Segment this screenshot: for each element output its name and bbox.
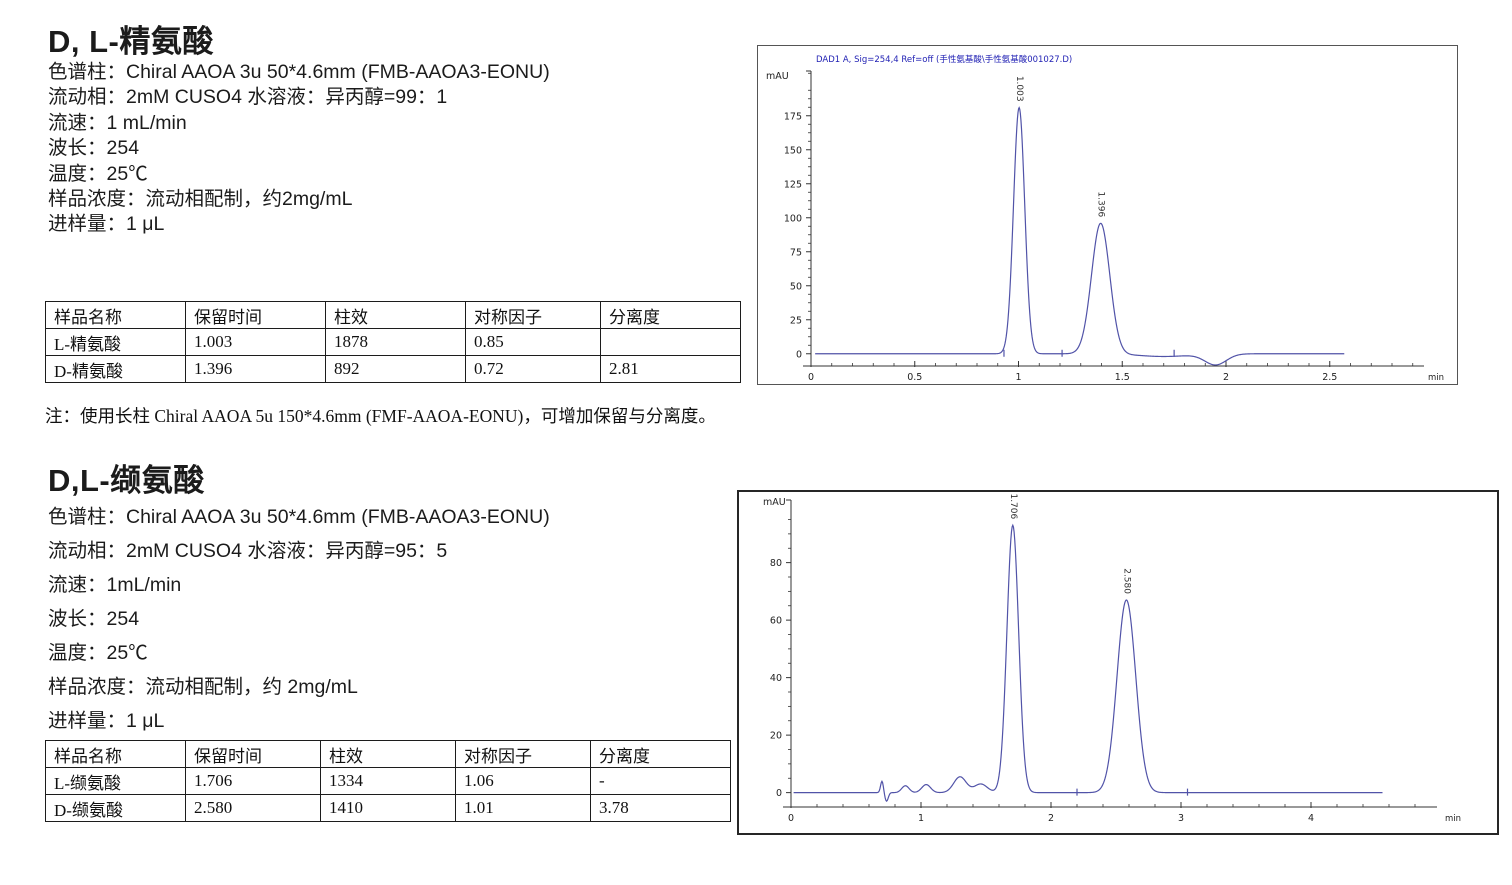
cell: D-缬氨酸 — [45, 794, 186, 822]
param-line: 流动相：2mM CUSO4 水溶液：异丙醇=95：5 — [48, 540, 448, 562]
chromatogram-valine: mAU 0 20 40 60 80 0 1 2 3 4 min 1.706 2.580 — [737, 490, 1499, 835]
svg-text:100: 100 — [784, 213, 802, 224]
table-row: L-缬氨酸 1.706 1334 1.06 - — [45, 767, 731, 795]
col-header: 样品名称 — [45, 301, 186, 329]
cell: 1.396 — [185, 355, 326, 383]
cell: 3.78 — [590, 794, 731, 822]
param-line: 进样量：1 μL — [48, 213, 165, 236]
param-line: 波长：254 — [48, 608, 140, 630]
svg-text:0: 0 — [796, 349, 802, 360]
svg-text:mAU: mAU — [763, 497, 786, 508]
svg-text:0: 0 — [788, 813, 794, 824]
svg-text:0: 0 — [776, 788, 782, 799]
col-header: 对称因子 — [465, 301, 601, 329]
param-line: 流速：1 mL/min — [48, 111, 187, 134]
param-line: 波长：254 — [48, 137, 140, 160]
table-row: D-精氨酸 1.396 892 0.72 2.81 — [45, 355, 741, 383]
svg-text:4: 4 — [1308, 813, 1314, 824]
svg-text:80: 80 — [770, 558, 782, 569]
svg-text:1.003: 1.003 — [1014, 76, 1024, 102]
svg-text:25: 25 — [790, 315, 802, 326]
cell: 2.580 — [185, 794, 321, 822]
svg-text:mAU: mAU — [766, 71, 789, 82]
cell: 892 — [325, 355, 466, 383]
cell: L-缬氨酸 — [45, 767, 186, 795]
svg-text:175: 175 — [784, 111, 802, 122]
chromatogram-arginine: DAD1 A, Sig=254,4 Ref=off (手性氨基酸\手性氨基酸00… — [757, 45, 1458, 385]
col-header: 对称因子 — [455, 740, 591, 768]
svg-text:2: 2 — [1048, 813, 1054, 824]
col-header: 分离度 — [590, 740, 731, 768]
col-header: 保留时间 — [185, 301, 326, 329]
cell: 1878 — [325, 328, 466, 356]
section1-title: D, L-精氨酸 — [48, 24, 214, 59]
svg-text:min: min — [1445, 814, 1461, 824]
svg-text:40: 40 — [770, 673, 782, 684]
svg-text:50: 50 — [790, 281, 802, 292]
svg-text:150: 150 — [784, 145, 802, 156]
svg-text:1.706: 1.706 — [1008, 493, 1018, 519]
param-line: 流速：1mL/min — [48, 574, 182, 596]
col-header: 保留时间 — [185, 740, 321, 768]
param-line: 进样量：1 μL — [48, 710, 165, 732]
svg-text:min: min — [1428, 373, 1444, 383]
section2-parameters: 色谱柱：Chiral AAOA 3u 50*4.6mm (FMB-AAOA3-E… — [48, 500, 550, 738]
svg-text:125: 125 — [784, 179, 802, 190]
cell: 0.72 — [465, 355, 601, 383]
cell: 1.003 — [185, 328, 326, 356]
svg-text:DAD1 A, Sig=254,4 Ref=off (手性氨: DAD1 A, Sig=254,4 Ref=off (手性氨基酸\手性氨基酸00… — [816, 54, 1072, 65]
cell: 0.85 — [465, 328, 601, 356]
svg-text:20: 20 — [770, 731, 782, 742]
svg-text:75: 75 — [790, 247, 802, 258]
param-line: 色谱柱：Chiral AAOA 3u 50*4.6mm (FMB-AAOA3-E… — [48, 506, 550, 528]
cell: 1.06 — [455, 767, 591, 795]
arginine-results-table: 样品名称 保留时间 柱效 对称因子 分离度 L-精氨酸 1.003 1878 0… — [45, 301, 741, 383]
cell: 2.81 — [600, 355, 741, 383]
table-row: L-精氨酸 1.003 1878 0.85 — [45, 328, 741, 356]
section2-title: D,L-缬氨酸 — [48, 463, 205, 498]
footnote: 注：使用长柱 Chiral AAOA 5u 150*4.6mm (FMF-AAO… — [45, 406, 716, 426]
param-line: 温度：25℃ — [48, 642, 148, 664]
col-header: 柱效 — [320, 740, 456, 768]
svg-text:2: 2 — [1223, 372, 1229, 383]
svg-text:2.5: 2.5 — [1322, 372, 1337, 383]
cell — [600, 328, 741, 356]
cell: 1410 — [320, 794, 456, 822]
param-line: 色谱柱：Chiral AAOA 3u 50*4.6mm (FMB-AAOA3-E… — [48, 61, 550, 83]
cell: D-精氨酸 — [45, 355, 186, 383]
param-line: 样品浓度：流动相配制，约2mg/mL — [48, 188, 353, 211]
valine-results-table: 样品名称 保留时间 柱效 对称因子 分离度 L-缬氨酸 1.706 1334 1… — [45, 740, 731, 822]
cell: 1334 — [320, 767, 456, 795]
svg-text:2.580: 2.580 — [1121, 568, 1131, 594]
cell: L-精氨酸 — [45, 328, 186, 356]
col-header: 样品名称 — [45, 740, 186, 768]
chromatogram-valine-plot: mAU 0 20 40 60 80 0 1 2 3 4 min 1.706 2.580 — [763, 493, 1461, 824]
table-header-row: 样品名称 保留时间 柱效 对称因子 分离度 — [45, 301, 741, 329]
svg-text:1: 1 — [918, 813, 924, 824]
svg-text:1: 1 — [1015, 372, 1021, 383]
chromatogram-arginine-plot: DAD1 A, Sig=254,4 Ref=off (手性氨基酸\手性氨基酸00… — [766, 54, 1444, 383]
svg-text:1.396: 1.396 — [1096, 191, 1106, 217]
param-line: 流动相：2mM CUSO4 水溶液：异丙醇=99：1 — [48, 86, 448, 109]
svg-text:0.5: 0.5 — [907, 372, 922, 383]
section1-parameters: 色谱柱：Chiral AAOA 3u 50*4.6mm (FMB-AAOA3-E… — [48, 60, 550, 238]
col-header: 柱效 — [325, 301, 466, 329]
col-header: 分离度 — [600, 301, 741, 329]
cell: - — [590, 767, 731, 795]
cell: 1.01 — [455, 794, 591, 822]
table-header-row: 样品名称 保留时间 柱效 对称因子 分离度 — [45, 740, 731, 768]
svg-text:3: 3 — [1178, 813, 1184, 824]
param-line: 样品浓度：流动相配制，约 2mg/mL — [48, 676, 358, 698]
svg-text:1.5: 1.5 — [1115, 372, 1130, 383]
svg-text:0: 0 — [808, 372, 814, 383]
param-line: 温度：25℃ — [48, 162, 148, 185]
svg-text:60: 60 — [770, 616, 782, 627]
table-row: D-缬氨酸 2.580 1410 1.01 3.78 — [45, 794, 731, 822]
cell: 1.706 — [185, 767, 321, 795]
